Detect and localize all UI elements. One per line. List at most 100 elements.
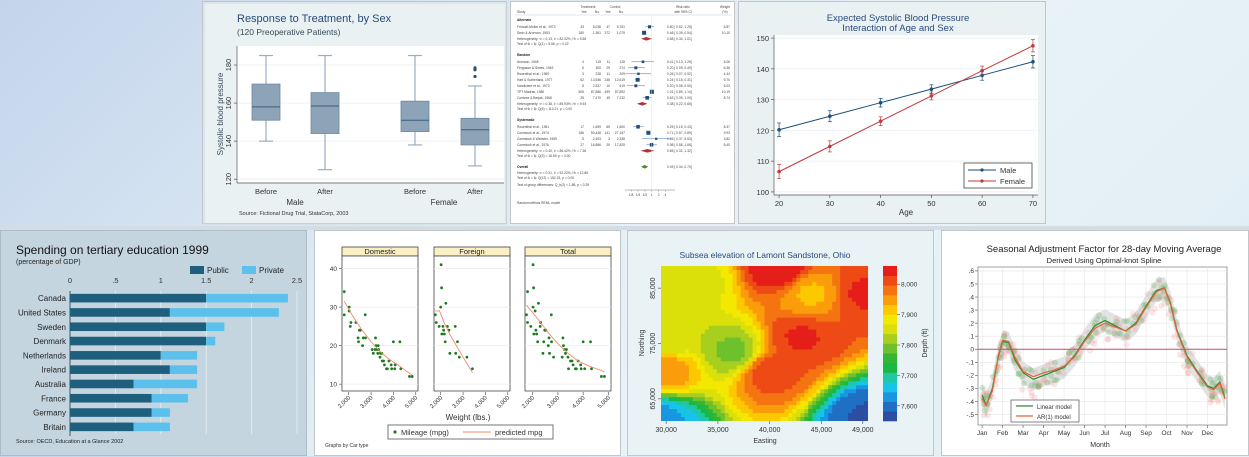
contour-cell: [708, 309, 714, 315]
contour-cell: [736, 297, 742, 303]
contour-cell: [676, 301, 682, 307]
contour-cell: [661, 405, 666, 410]
contour-cell: [736, 369, 742, 374]
contour-cell: [684, 345, 690, 350]
colorbar-tick-label: 7,600: [901, 403, 918, 410]
contour-cell: [840, 329, 845, 334]
contour-cell: [752, 301, 757, 307]
group-heading: Alternate: [517, 18, 531, 22]
contour-cell: [832, 345, 837, 350]
contour-cell: [700, 389, 706, 394]
contour-cell: [832, 285, 837, 291]
contour-cell: [756, 305, 761, 311]
study-name: Stein & Aronson, 1953: [517, 31, 550, 35]
contour-cell: [692, 373, 698, 378]
x-tick-label: 0: [68, 276, 72, 285]
x-tick-label: 5,000: [404, 395, 419, 410]
contour-cell: [760, 413, 765, 418]
contour-cell: [848, 369, 853, 374]
contour-cell: [664, 329, 670, 334]
bar-public: [70, 393, 152, 403]
contour-cell: [661, 289, 666, 295]
contour-cell: [792, 393, 797, 398]
contour-cell: [792, 281, 797, 287]
contour-cell: [744, 381, 749, 386]
weight: 8.40: [724, 143, 731, 147]
contour-cell: [792, 357, 797, 362]
contour-cell: [844, 289, 849, 295]
contour-cell: [724, 297, 730, 303]
series-ar-1-model: [981, 287, 1226, 407]
colorbar-segment: [883, 362, 897, 373]
contour-cell: [808, 309, 813, 315]
mileage-point: [603, 375, 606, 378]
contour-cell: [816, 417, 821, 421]
contour-cell: [772, 289, 777, 295]
contour-cell: [740, 369, 745, 374]
contour-cell: [732, 313, 738, 319]
contour-cell: [728, 289, 734, 295]
contour-cell: [860, 269, 865, 275]
observation-green: [1121, 318, 1128, 325]
contour-cell: [796, 393, 801, 398]
contour-cell: [661, 401, 666, 406]
contour-cell: [672, 273, 678, 279]
contour-cell: [732, 341, 738, 346]
contour-cell: [800, 285, 805, 291]
contour-cell: [740, 345, 745, 350]
contour-cell: [784, 365, 789, 370]
contour-cell: [812, 349, 817, 354]
contour-cell: [796, 377, 801, 382]
colorbar-segment: [883, 333, 897, 344]
category-label: Germany: [33, 409, 66, 418]
contour-cell: [768, 266, 773, 271]
x-tick-label: Feb: [997, 430, 1009, 437]
contour-cell: [808, 273, 813, 279]
contour-cell: [704, 385, 710, 390]
contour-cell: [816, 289, 821, 295]
contour-cell: [704, 313, 710, 319]
contour-cell: [844, 353, 849, 358]
contour-cell: [860, 353, 865, 358]
contour-cell: [844, 405, 849, 410]
contour-cell: [696, 305, 702, 311]
contour-cell: [836, 369, 841, 374]
contour-cell: [844, 361, 849, 366]
contour-cell: [760, 389, 765, 394]
mileage-point: [385, 367, 389, 371]
contour-cell: [856, 277, 861, 283]
y-tick-label: 160: [224, 97, 233, 110]
overall-estimate: 0.49 [ 0.34, 0.70]: [667, 165, 692, 169]
contour-cell: [856, 273, 861, 279]
observation-red: [1184, 370, 1191, 377]
contour-cell: [788, 289, 793, 295]
contour-cell: [692, 417, 698, 421]
contour-cell: [708, 305, 714, 311]
contour-cell: [804, 321, 809, 327]
contour-cell: [684, 397, 690, 402]
contour-cell: [792, 369, 797, 374]
contour-cell: [792, 409, 797, 414]
contour-cell: [820, 313, 825, 319]
contour-cell: [792, 293, 797, 299]
contour-cell: [664, 277, 670, 283]
contour-cell: [736, 409, 742, 414]
x-tick-label: 2,000: [337, 395, 352, 410]
mileage-point: [589, 340, 592, 344]
weight: 6.36: [724, 66, 731, 70]
contour-cell: [676, 329, 682, 334]
contour-cell: [828, 409, 833, 414]
contour-cell: [752, 393, 757, 398]
contour-cell: [708, 333, 714, 338]
contour-cell: [692, 365, 698, 370]
observation-green: [1124, 317, 1131, 324]
contour-cell: [828, 273, 833, 279]
outlier-point: [473, 74, 477, 79]
contour-cell: [804, 409, 809, 414]
contour-cell: [668, 309, 674, 315]
x-tick-label: 2,000: [429, 395, 444, 410]
contour-cell: [728, 397, 734, 402]
contour-cell: [812, 381, 817, 386]
contour-cell: [744, 281, 749, 287]
